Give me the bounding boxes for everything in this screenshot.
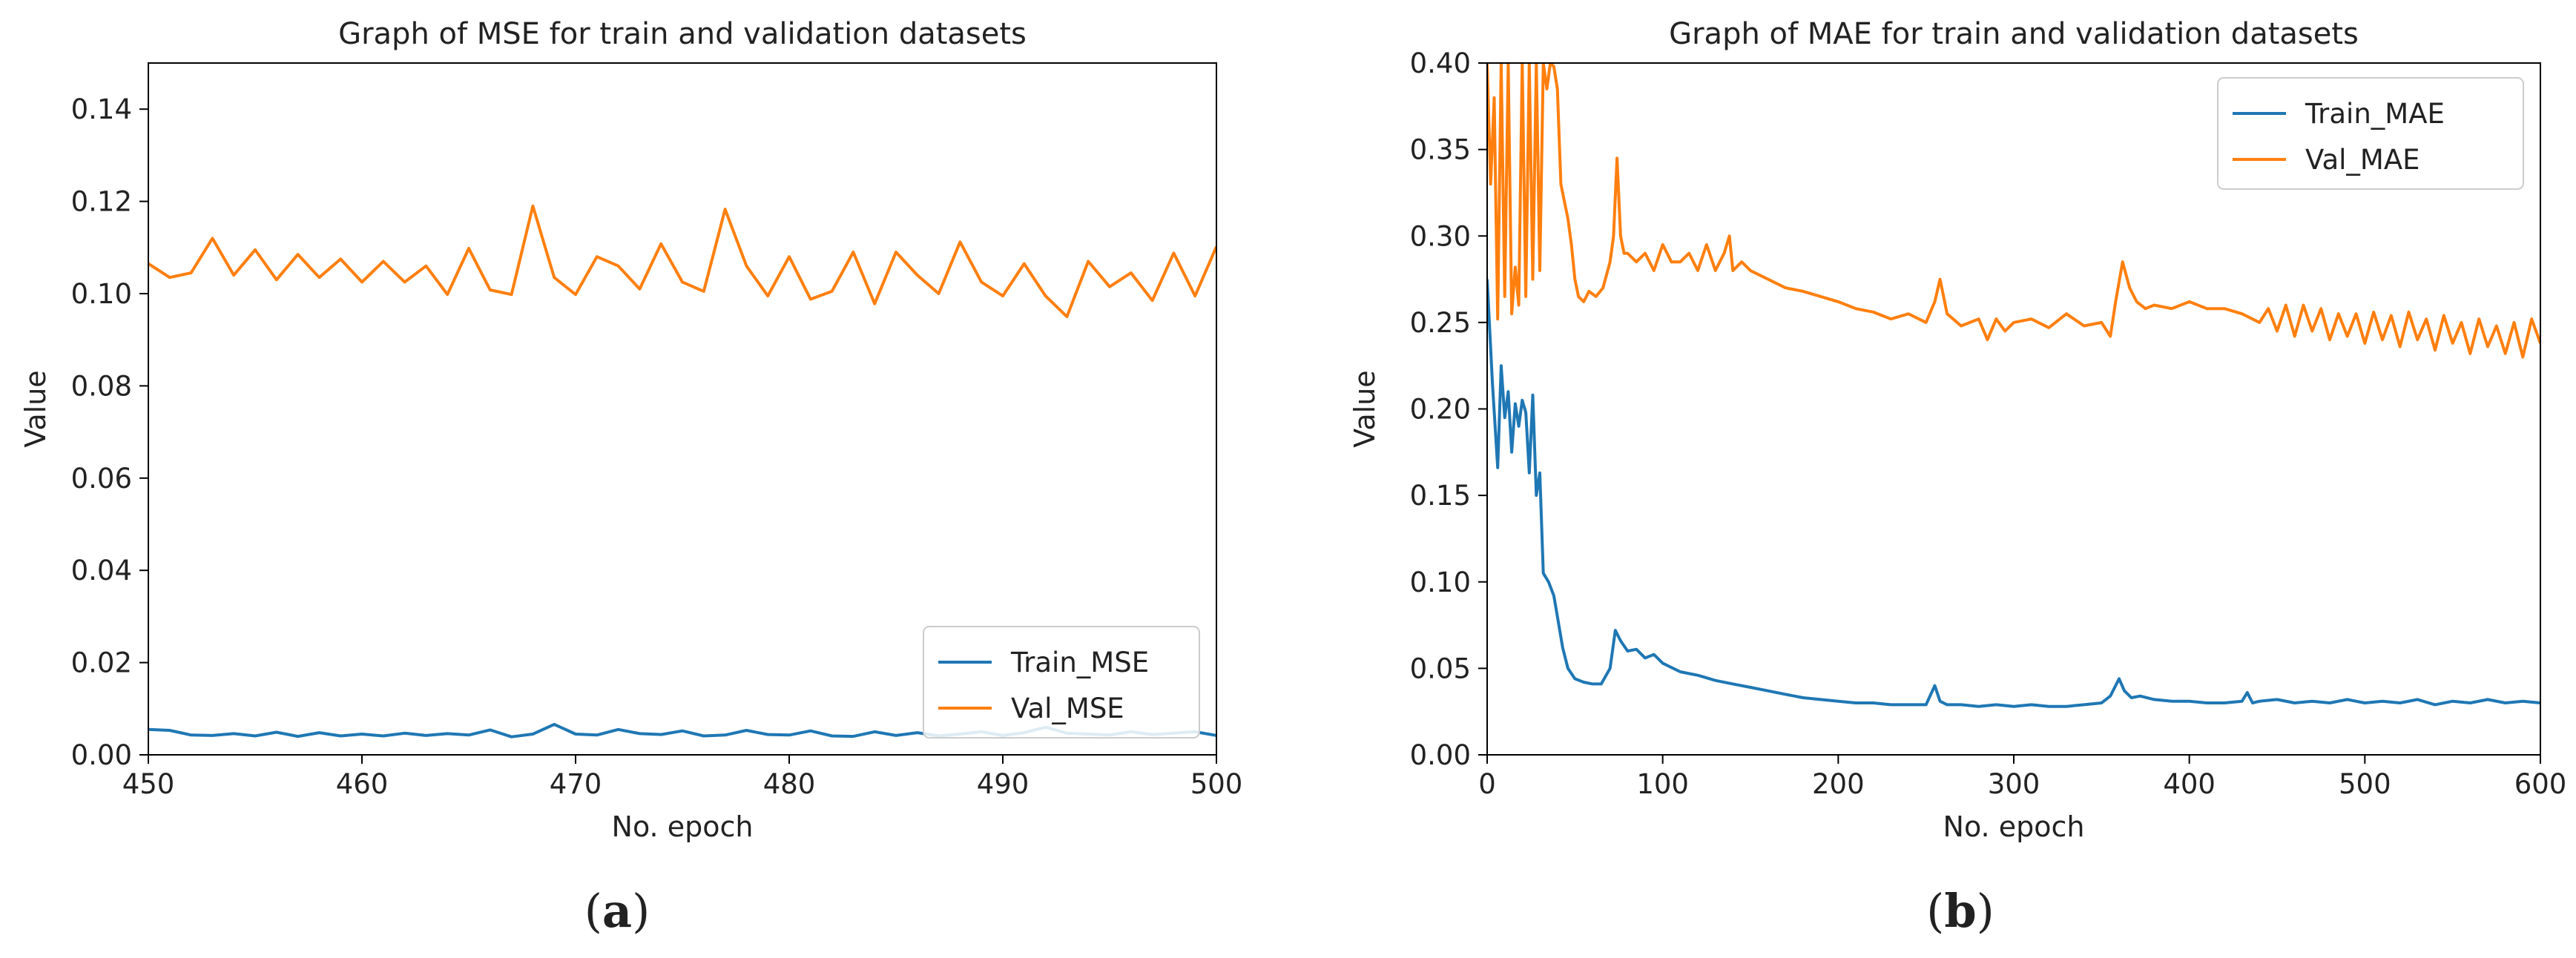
series-line-val-mse xyxy=(148,204,1216,319)
y-tick-label: 0.35 xyxy=(1410,134,1471,166)
x-axis-label: No. epoch xyxy=(612,810,754,843)
caption-close: ) xyxy=(632,884,650,938)
series-line-train-mae xyxy=(1487,279,2540,708)
x-tick-label: 500 xyxy=(1190,768,1243,800)
y-tick-label: 0.10 xyxy=(71,278,132,310)
y-tick-label: 0.10 xyxy=(1410,566,1471,598)
panel-caption: (b) xyxy=(1926,884,1994,938)
legend-label: Val_MAE xyxy=(2305,144,2420,176)
y-tick-label: 0.14 xyxy=(71,93,132,125)
legend-label: Train_MSE xyxy=(1010,647,1149,678)
series-line-val-mae xyxy=(1487,63,2540,359)
y-tick-label: 0.00 xyxy=(71,739,132,771)
chart-title: Graph of MSE for train and validation da… xyxy=(338,17,1027,51)
y-tick-label: 0.00 xyxy=(1410,739,1471,771)
y-axis-label: Value xyxy=(19,370,52,447)
caption-letter: b xyxy=(1944,884,1976,938)
legend-box xyxy=(2217,77,2524,190)
y-tick-label: 0.15 xyxy=(1410,480,1471,512)
caption-close: ) xyxy=(1977,884,1994,938)
x-tick-label: 600 xyxy=(2514,768,2567,800)
legend: Train_MSE Val_MSE xyxy=(923,626,1200,739)
y-tick-label: 0.20 xyxy=(1410,394,1471,426)
x-tick-label: 450 xyxy=(122,768,175,800)
y-tick-label: 0.30 xyxy=(1410,220,1471,252)
x-tick-label: 400 xyxy=(2163,768,2216,800)
panel-caption: (a) xyxy=(584,884,650,938)
x-tick-label: 460 xyxy=(336,768,389,800)
x-tick-label: 0 xyxy=(1478,768,1496,800)
plot-frame xyxy=(1486,62,2541,756)
plot-frame xyxy=(148,62,1217,756)
x-tick-label: 500 xyxy=(2339,768,2391,800)
x-tick-label: 200 xyxy=(1812,768,1865,800)
x-tick-label: 470 xyxy=(550,768,602,800)
y-tick-label: 0.05 xyxy=(1410,653,1471,684)
y-tick-label: 0.06 xyxy=(71,463,132,495)
x-tick-label: 300 xyxy=(1988,768,2040,800)
chart-title: Graph of MAE for train and validation da… xyxy=(1669,17,2359,51)
legend-label: Val_MSE xyxy=(1011,693,1124,724)
x-tick-label: 480 xyxy=(763,768,816,800)
legend-box xyxy=(923,626,1200,739)
caption-letter: a xyxy=(602,884,632,938)
legend: Train_MAE Val_MAE xyxy=(2217,77,2524,190)
y-tick-label: 0.04 xyxy=(71,555,132,587)
y-tick-label: 0.12 xyxy=(71,186,132,218)
legend-label: Train_MAE xyxy=(2305,98,2445,130)
x-tick-label: 100 xyxy=(1636,768,1689,800)
y-tick-label: 0.08 xyxy=(71,370,132,402)
y-tick-label: 0.25 xyxy=(1410,307,1471,339)
y-tick-label: 0.02 xyxy=(71,647,132,679)
chart-a: Graph of MSE for train and validation da… xyxy=(19,17,1242,938)
y-tick-label: 0.40 xyxy=(1410,47,1471,79)
x-axis-label: No. epoch xyxy=(1943,810,2085,843)
caption-open: ( xyxy=(1926,884,1944,938)
chart-b: Graph of MAE for train and validation da… xyxy=(1348,17,2566,938)
caption-open: ( xyxy=(584,884,602,938)
y-axis-label: Value xyxy=(1348,370,1381,447)
x-tick-label: 490 xyxy=(977,768,1030,800)
